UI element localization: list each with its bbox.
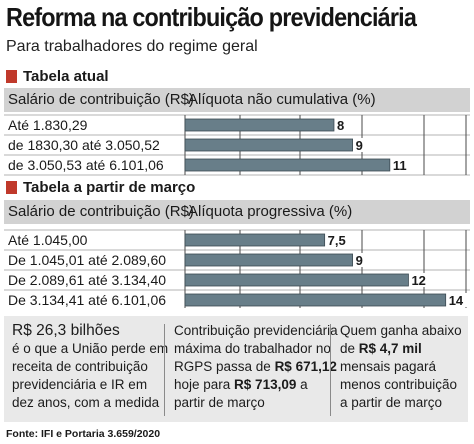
- source-note: Fonte: IFI e Portaria 3.659/2020: [6, 428, 161, 440]
- value-label: 9: [356, 253, 363, 268]
- value-label-backdrop: [334, 118, 347, 132]
- info-text: menos contribuição: [340, 377, 458, 392]
- chart-current-rates: 89 11: [4, 114, 470, 176]
- bar-march-0: [184, 233, 326, 247]
- info-text: RGPS passa de R$ 671,12: [174, 359, 337, 374]
- category-label: Até 1.045,00: [8, 232, 88, 248]
- column-divider: [330, 324, 331, 416]
- section-title-march: Tabela a partir de março: [23, 178, 196, 196]
- category-label: Até 1.830,29: [8, 117, 88, 133]
- info-text: Quem ganha abaixo: [340, 323, 462, 338]
- category-label: de 3.050,53 até 6.101,06: [8, 157, 164, 173]
- info-text: Contribuição previdenciária: [174, 323, 338, 338]
- column-divider: [164, 324, 165, 416]
- info-box: R$ 26,3 bilhões é o que a União perde em…: [4, 316, 468, 422]
- info-column-threshold: Quem ganha abaixo de R$ 4,7 mil mensais …: [340, 322, 462, 412]
- section-heading-current: Tabela atual: [6, 66, 109, 86]
- column-header-salary: Salário de contribuição (R$): [8, 91, 194, 108]
- info-text: dez anos, com a medida: [12, 395, 160, 410]
- new-max-value: R$ 713,09: [234, 377, 297, 392]
- info-text: receita de contribuição: [12, 359, 148, 374]
- info-text: de R$ 4,7 mil: [340, 341, 422, 356]
- value-label: 11: [393, 158, 407, 173]
- category-label: De 1.045,01 até 2.089,60: [8, 252, 167, 268]
- section-heading-march: Tabela a partir de março: [6, 177, 195, 197]
- section-marker: [6, 69, 17, 83]
- column-header-rate: Alíquota progressiva (%): [188, 203, 353, 220]
- value-label-backdrop: [353, 138, 366, 152]
- bar-march-3: [184, 293, 447, 307]
- section-marker: [6, 180, 17, 194]
- current-max-value: R$ 671,12: [274, 359, 337, 374]
- info-text: a partir de março: [340, 395, 443, 410]
- revenue-loss-value: R$ 26,3 bilhões: [12, 322, 120, 339]
- value-label-backdrop: [409, 273, 430, 287]
- value-label: 9: [356, 138, 363, 153]
- info-text: máxima do trabalhador no: [174, 341, 331, 356]
- value-label: 7,5: [328, 233, 346, 248]
- threshold-value: R$ 4,7 mil: [358, 341, 422, 356]
- page-title: Reforma na contribuição previdenciária: [6, 2, 417, 32]
- column-header-salary: Salário de contribuição (R$): [8, 203, 194, 220]
- category-label: De 2.089,61 até 3.134,40: [8, 272, 167, 288]
- bar-march-2: [184, 273, 409, 287]
- info-text: partir de março: [174, 395, 265, 410]
- value-label-backdrop: [446, 293, 467, 307]
- value-label: 8: [337, 118, 344, 133]
- value-label: 12: [411, 273, 425, 288]
- info-text: é o que a União perde em: [12, 341, 169, 356]
- bar-current-1: [184, 138, 353, 152]
- bar-march-1: [184, 253, 353, 267]
- page-subtitle: Para trabalhadores do regime geral: [6, 38, 258, 55]
- section-title-current: Tabela atual: [23, 67, 109, 85]
- table-header-march: Salário de contribuição (R$) Alíquota pr…: [4, 200, 470, 224]
- info-text: previdenciária e IR em: [12, 377, 148, 392]
- info-text: mensais pagará: [340, 359, 437, 374]
- info-column-revenue-loss: R$ 26,3 bilhões é o que a União perde em…: [12, 322, 168, 412]
- info-column-max-contribution: Contribuição previdenciária máxima do tr…: [174, 322, 338, 412]
- table-header-current: Salário de contribuição (R$) Alíquota nã…: [4, 88, 470, 112]
- category-label: De 3.134,41 até 6.101,06: [8, 292, 167, 308]
- bar-current-0: [184, 118, 335, 132]
- bar-current-2: [184, 158, 391, 172]
- info-text: hoje para R$ 713,09 a: [174, 377, 308, 392]
- value-label-backdrop: [390, 158, 411, 172]
- category-label: de 1830,30 até 3.050,52: [8, 137, 160, 153]
- value-label-backdrop: [325, 233, 354, 247]
- chart-march-rates: 7,5 9 12 14: [4, 229, 470, 308]
- column-header-rate: Alíquota não cumulativa (%): [188, 91, 376, 108]
- value-label: 14: [449, 293, 464, 308]
- value-label-backdrop: [353, 253, 366, 267]
